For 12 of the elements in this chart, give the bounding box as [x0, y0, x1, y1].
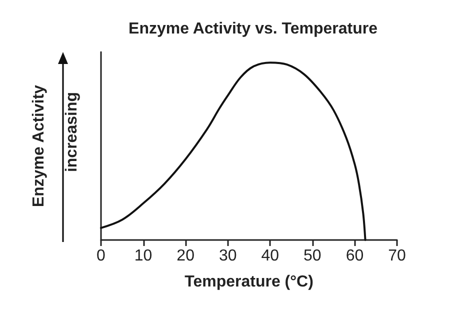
x-tick-label: 30 — [218, 248, 237, 264]
x-tick-label: 0 — [96, 248, 106, 264]
chart-title: Enzyme Activity vs. Temperature — [128, 20, 378, 38]
text: increasing — [64, 92, 80, 172]
x-tick-label: 40 — [261, 248, 280, 264]
x-tick-label: 60 — [346, 248, 364, 264]
x-axis-title: Temperature (°C) — [184, 274, 314, 290]
x-tick-label: 50 — [304, 248, 322, 264]
y-axis-title: Enzyme Activity — [30, 84, 48, 208]
x-tick-label: 20 — [176, 248, 195, 264]
x-tick-label: 10 — [134, 248, 152, 264]
x-tick-label: 70 — [388, 248, 406, 264]
